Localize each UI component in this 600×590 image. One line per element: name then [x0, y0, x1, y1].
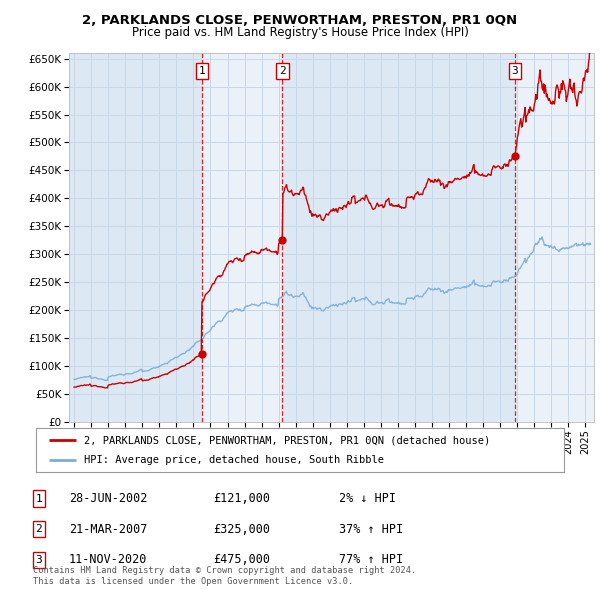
Text: 2: 2	[279, 66, 286, 76]
Text: 2, PARKLANDS CLOSE, PENWORTHAM, PRESTON, PR1 0QN: 2, PARKLANDS CLOSE, PENWORTHAM, PRESTON,…	[82, 14, 518, 27]
Text: HPI: Average price, detached house, South Ribble: HPI: Average price, detached house, Sout…	[83, 455, 383, 464]
Bar	[515, 53, 594, 422]
Text: 1: 1	[35, 494, 43, 503]
Bar	[202, 53, 283, 422]
Text: 11-NOV-2020: 11-NOV-2020	[69, 553, 148, 566]
Text: 21-MAR-2007: 21-MAR-2007	[69, 523, 148, 536]
Text: 1: 1	[199, 66, 205, 76]
Text: 3: 3	[512, 66, 518, 76]
Text: 28-JUN-2002: 28-JUN-2002	[69, 492, 148, 505]
Text: £325,000: £325,000	[213, 523, 270, 536]
Text: 37% ↑ HPI: 37% ↑ HPI	[339, 523, 403, 536]
Text: 3: 3	[35, 555, 43, 565]
Text: Contains HM Land Registry data © Crown copyright and database right 2024.
This d: Contains HM Land Registry data © Crown c…	[33, 566, 416, 586]
Text: 77% ↑ HPI: 77% ↑ HPI	[339, 553, 403, 566]
Text: £121,000: £121,000	[213, 492, 270, 505]
Text: 2: 2	[35, 525, 43, 534]
Text: £475,000: £475,000	[213, 553, 270, 566]
Text: 2% ↓ HPI: 2% ↓ HPI	[339, 492, 396, 505]
Text: 2, PARKLANDS CLOSE, PENWORTHAM, PRESTON, PR1 0QN (detached house): 2, PARKLANDS CLOSE, PENWORTHAM, PRESTON,…	[83, 435, 490, 445]
Text: Price paid vs. HM Land Registry's House Price Index (HPI): Price paid vs. HM Land Registry's House …	[131, 26, 469, 39]
